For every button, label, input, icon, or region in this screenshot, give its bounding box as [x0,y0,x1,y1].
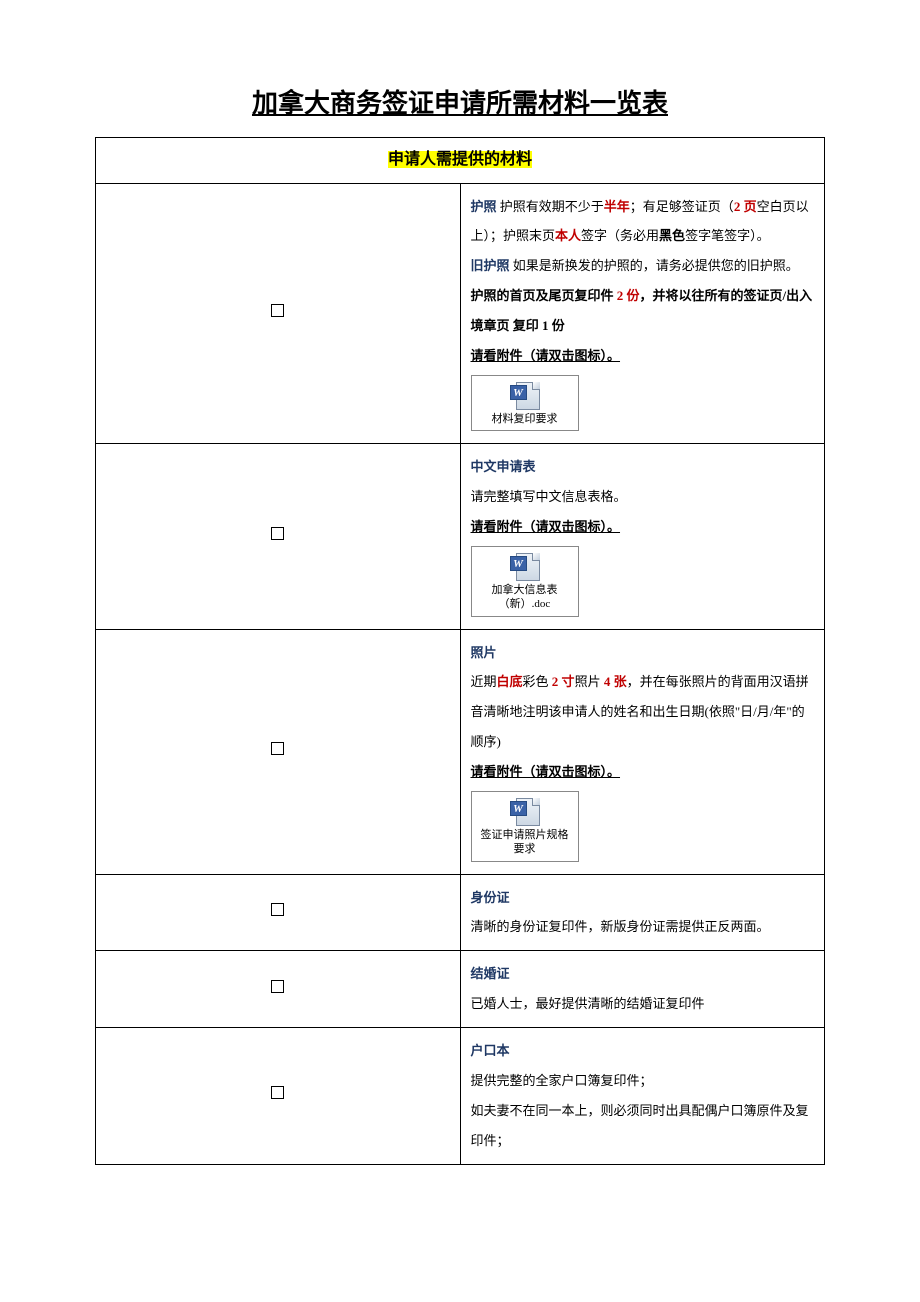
text-segment: 黑色 [659,228,685,243]
text-segment: 护照的首页及尾页复印件 [471,288,617,303]
checkbox[interactable] [271,527,284,540]
text-segment: ；有足够签证页（ [630,199,734,214]
attachment-object[interactable]: W 材料复印要求 [471,375,579,431]
content-line: 近期白底彩色 2 寸照片 4 张，并在每张照片的背面用汉语拼音清晰地注明该申请人… [471,667,815,757]
checkbox-cell [96,874,461,951]
text-segment: 清晰的身份证复印件，新版身份证需提供正反两面。 [471,919,770,934]
section-header-cell: 申请人需提供的材料 [96,137,825,183]
text-segment: 签字（务必用 [581,228,659,243]
content-cell: 中文申请表请完整填写中文信息表格。请看附件（请双击图标）。 W加拿大信息表（新）.… [460,444,825,629]
content-line: 如夫妻不在同一本上，则必须同时出具配偶户口簿原件及复印件； [471,1096,815,1156]
text-segment: 白底 [497,674,523,689]
content-line: 请看附件（请双击图标）。 [471,341,815,371]
section-header: 申请人需提供的材料 [388,151,532,168]
content-line: 请看附件（请双击图标）。 [471,512,815,542]
text-segment: 半年 [604,199,630,214]
content-line: 结婚证 [471,959,815,989]
text-segment: 签字笔签字）。 [685,228,770,243]
content-line: 护照 护照有效期不少于半年；有足够签证页（2 页空白页以上）；护照末页本人签字（… [471,192,815,252]
text-segment: 提供完整的全家户口簿复印件； [471,1073,653,1088]
content-line: 请完整填写中文信息表格。 [471,482,815,512]
checkbox[interactable] [271,980,284,993]
text-segment: 照片 [575,674,604,689]
content-line: 护照的首页及尾页复印件 2 份，并将以往所有的签证页/出入境章页 复印 1 份 [471,281,815,341]
content-line: 身份证 [471,883,815,913]
content-line: 清晰的身份证复印件，新版身份证需提供正反两面。 [471,912,815,942]
text-segment: 户口本 [471,1043,510,1058]
content-cell: 照片近期白底彩色 2 寸照片 4 张，并在每张照片的背面用汉语拼音清晰地注明该申… [460,629,825,874]
text-segment: 中文申请表 [471,459,536,474]
text-segment: 如果是新换发的护照的，请务必提供您的旧护照。 [510,258,799,273]
content-line: 提供完整的全家户口簿复印件； [471,1066,815,1096]
checkbox-cell [96,1028,461,1165]
attachment-label: 签证申请照片规格要求 [476,828,574,857]
text-segment: 护照有效期不少于 [497,199,604,214]
content-line: 已婚人士，最好提供清晰的结婚证复印件 [471,989,815,1019]
text-segment: 如夫妻不在同一本上，则必须同时出具配偶户口簿原件及复印件； [471,1103,809,1148]
text-segment: 护照 [471,199,497,214]
text-segment: 结婚证 [471,966,510,981]
checkbox-cell [96,183,461,444]
content-line: 旧护照 如果是新换发的护照的，请务必提供您的旧护照。 [471,251,815,281]
text-segment: 2 寸 [552,674,575,689]
text-segment: 旧护照 [471,258,510,273]
checkbox-cell [96,629,461,874]
checkbox[interactable] [271,1086,284,1099]
attachment-label: 加拿大信息表（新）.doc [476,583,574,612]
text-segment: 4 张 [604,674,627,689]
checkbox[interactable] [271,304,284,317]
checkbox[interactable] [271,742,284,755]
content-line: 户口本 [471,1036,815,1066]
content-line: 请看附件（请双击图标）。 [471,757,815,787]
text-segment: 2 页 [734,199,757,214]
content-cell: 身份证清晰的身份证复印件，新版身份证需提供正反两面。 [460,874,825,951]
materials-table: 申请人需提供的材料 护照 护照有效期不少于半年；有足够签证页（2 页空白页以上）… [95,137,825,1165]
msword-icon: W [510,798,540,826]
content-cell: 结婚证已婚人士，最好提供清晰的结婚证复印件 [460,951,825,1028]
text-segment: 2 份 [617,288,640,303]
text-segment: 请看附件（请双击图标）。 [471,348,621,363]
checkbox-cell [96,951,461,1028]
msword-icon: W [510,553,540,581]
text-segment: 请看附件（请双击图标）。 [471,764,621,779]
text-segment: 请完整填写中文信息表格。 [471,489,627,504]
text-segment: 近期 [471,674,497,689]
text-segment: 已婚人士，最好提供清晰的结婚证复印件 [471,996,705,1011]
page-title: 加拿大商务签证申请所需材料一览表 [95,80,825,127]
checkbox-cell [96,444,461,629]
attachment-label: 材料复印要求 [476,412,574,426]
text-segment: 身份证 [471,890,510,905]
text-segment: 请看附件（请双击图标）。 [471,519,621,534]
checkbox[interactable] [271,903,284,916]
attachment-object[interactable]: W加拿大信息表（新）.doc [471,546,579,617]
text-segment: 彩色 [523,674,552,689]
text-segment: 本人 [555,228,581,243]
attachment-object[interactable]: W签证申请照片规格要求 [471,791,579,862]
msword-icon: W [510,382,540,410]
content-cell: 户口本提供完整的全家户口簿复印件； 如夫妻不在同一本上，则必须同时出具配偶户口簿原… [460,1028,825,1165]
content-cell: 护照 护照有效期不少于半年；有足够签证页（2 页空白页以上）；护照末页本人签字（… [460,183,825,444]
text-segment: 照片 [471,645,497,660]
content-line: 中文申请表 [471,452,815,482]
content-line: 照片 [471,638,815,668]
